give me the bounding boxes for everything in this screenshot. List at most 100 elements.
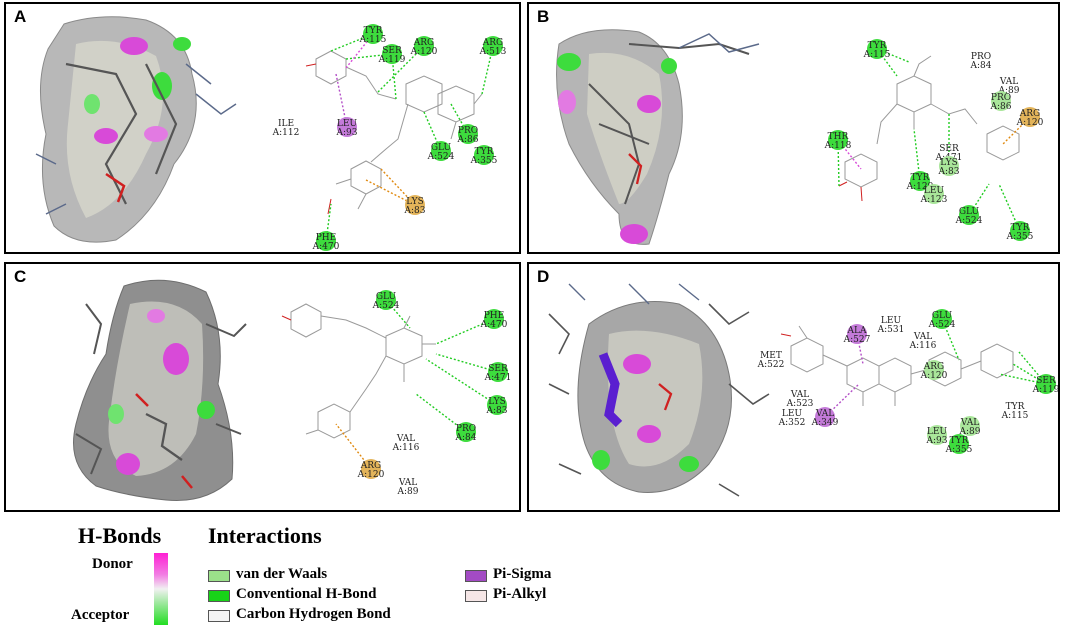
residue-name: VAL <box>396 434 415 444</box>
residue-id: A:83 <box>486 406 508 416</box>
residue-name: TYR <box>911 173 930 183</box>
residue-id: A:115 <box>359 35 387 45</box>
protein-surface <box>548 283 770 497</box>
residue-name: GLU <box>932 311 953 321</box>
residue-circle <box>1036 374 1056 394</box>
residue-name: LEU <box>782 409 803 419</box>
residue-name: VAL <box>913 332 932 342</box>
residue-circle <box>376 290 396 310</box>
residue-name: SER <box>1036 376 1056 386</box>
residue-circle <box>458 124 478 144</box>
residue-name: SER <box>488 364 508 374</box>
ligand-2d-structure <box>780 325 1014 406</box>
residue-circle <box>1020 107 1040 127</box>
residue-id: A:119 <box>378 55 406 65</box>
swatch-pi-alkyl <box>465 590 487 602</box>
residue-id: A:524 <box>955 216 983 226</box>
legend: H-Bonds Donor Acceptor Interactions van … <box>0 515 1065 631</box>
residue-id: A:84 <box>455 433 477 443</box>
residue-id: A:524 <box>372 301 400 311</box>
residue-circle <box>361 459 381 479</box>
residue-circle <box>456 422 476 442</box>
legend-pi-sigma: Pi-Sigma <box>493 566 552 582</box>
swatch-carbon-hydrogen-bond <box>208 610 230 622</box>
residue-circle <box>949 434 969 454</box>
swatch-van-der-waals <box>208 570 230 582</box>
residue-id: A:89 <box>959 427 981 437</box>
residue-id: A:115 <box>1001 411 1029 421</box>
residue-name: VAL <box>815 409 834 419</box>
residue-circle <box>363 24 383 44</box>
residue-name: THR <box>828 132 849 142</box>
residue-id: A:118 <box>824 141 852 151</box>
residue-name: ARG <box>923 362 944 372</box>
residue-circle <box>405 195 425 215</box>
residue-name: LEU <box>924 186 945 196</box>
residue-name: PRO <box>991 93 1011 103</box>
residue-id: A:471 <box>484 373 512 383</box>
residue-name: VAL <box>398 478 417 488</box>
residue-id: A:352 <box>778 418 806 428</box>
residue-name: TYR <box>868 41 887 51</box>
residue-id: A:93 <box>336 128 358 138</box>
residue-name: TYR <box>364 26 383 36</box>
residue-circle <box>483 36 503 56</box>
residue-name: ARG <box>1019 109 1040 119</box>
residue-circle <box>382 44 402 64</box>
interactions-legend-title: Interactions <box>208 523 322 548</box>
residue-id: A:119 <box>1032 385 1060 395</box>
legend-pi-alkyl: Pi-Alkyl <box>493 586 547 602</box>
residue-id: A:120 <box>920 371 948 381</box>
panel-b: B <box>527 2 1060 254</box>
residue-id: A:470 <box>480 320 508 330</box>
residue-circle <box>488 362 508 382</box>
residue-id: A:349 <box>811 418 839 428</box>
residue-name: ARG <box>413 38 434 48</box>
residue-circle <box>1010 221 1030 241</box>
ligand-2d-structure <box>305 50 483 215</box>
swatch-conventional-hbond <box>208 590 230 602</box>
residue-circle <box>939 156 959 176</box>
protein-surface <box>73 279 247 502</box>
residue-circle <box>927 425 947 445</box>
residue-circle <box>337 117 357 137</box>
panel-a: A <box>4 2 521 254</box>
residue-name: SER <box>939 144 959 154</box>
residue-id: A:123 <box>920 195 948 205</box>
residue-name: TYR <box>1006 402 1025 412</box>
residue-id: A:522 <box>757 360 785 370</box>
residue-name: LYS <box>406 197 424 207</box>
ligand-2d-structure <box>281 303 436 439</box>
residue-id: A:129 <box>906 182 934 192</box>
residue-circle <box>484 309 504 329</box>
residue-id: A:355 <box>945 445 973 455</box>
residue-name: PRO <box>458 126 478 136</box>
residue-id: A:89 <box>397 487 419 497</box>
residue-name: GLU <box>376 292 397 302</box>
residue-name: VAL <box>960 418 979 428</box>
